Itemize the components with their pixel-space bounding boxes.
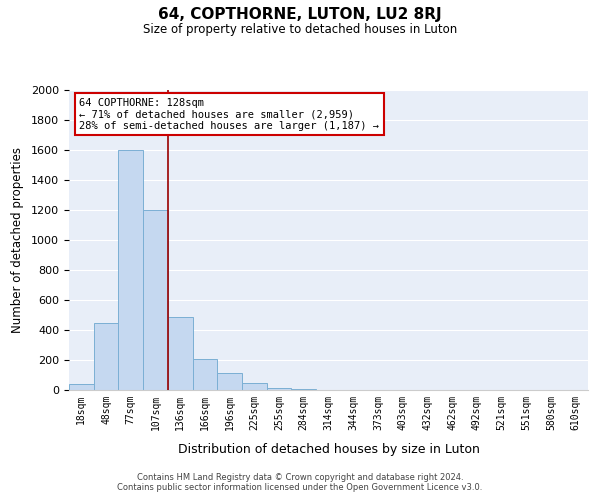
Bar — [143, 210, 168, 390]
Bar — [292, 389, 316, 390]
Bar — [217, 373, 242, 390]
Bar — [242, 383, 267, 390]
Text: Size of property relative to detached houses in Luton: Size of property relative to detached ho… — [143, 22, 457, 36]
Bar — [69, 384, 94, 390]
Bar — [168, 316, 193, 390]
Y-axis label: Number of detached properties: Number of detached properties — [11, 147, 24, 333]
Text: Contains HM Land Registry data © Crown copyright and database right 2024.
Contai: Contains HM Land Registry data © Crown c… — [118, 472, 482, 492]
Text: Distribution of detached houses by size in Luton: Distribution of detached houses by size … — [178, 442, 480, 456]
Bar — [118, 150, 143, 390]
Bar — [193, 358, 217, 390]
Bar — [267, 388, 292, 390]
Bar — [94, 322, 118, 390]
Text: 64 COPTHORNE: 128sqm
← 71% of detached houses are smaller (2,959)
28% of semi-de: 64 COPTHORNE: 128sqm ← 71% of detached h… — [79, 98, 379, 130]
Text: 64, COPTHORNE, LUTON, LU2 8RJ: 64, COPTHORNE, LUTON, LU2 8RJ — [158, 8, 442, 22]
